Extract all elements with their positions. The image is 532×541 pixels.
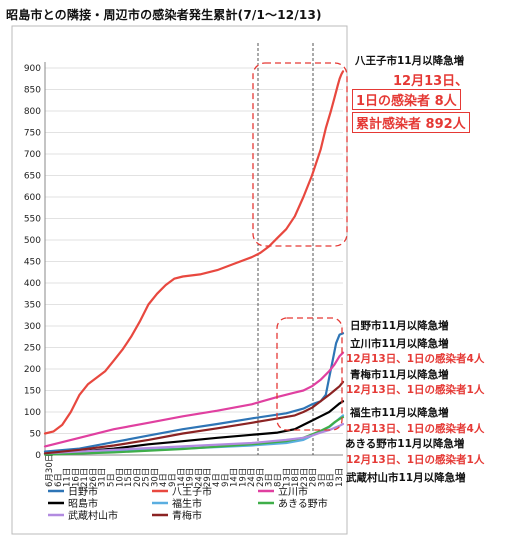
x-tick-label: 4日: [159, 473, 169, 487]
x-tick-label: 29日: [256, 468, 266, 487]
x-tick-label: 8日: [273, 473, 283, 487]
annotation-tachikawa-red: 12月13日、1日の感染者4人: [346, 353, 485, 365]
x-tick-label: 11日: [63, 468, 73, 487]
y-tick-label: 100: [24, 408, 41, 418]
x-tick-label: 9日: [221, 473, 231, 487]
legend-label-日野市: 日野市: [68, 485, 98, 498]
x-tick-label: 5日: [107, 473, 117, 487]
chart-title: 昭島市との隣接・周辺市の感染者発生累計(7/1〜12/13): [6, 8, 322, 22]
series-line-青梅市: [43, 380, 345, 455]
x-tick-label: 3日: [265, 473, 275, 487]
x-tick-label: 23日: [300, 468, 310, 487]
y-tick-label: 50: [30, 430, 42, 440]
x-tick-label: 25日: [142, 468, 152, 487]
annotation-tachikawa: 立川市11月以降急増: [350, 338, 449, 350]
x-tick-label: 10日: [115, 468, 125, 487]
annotation-musashimurayama: 武蔵村山市11月以降急増: [346, 472, 466, 484]
y-tick-label: 500: [24, 236, 41, 246]
x-tick-label: 28日: [309, 468, 319, 487]
annotation-akiruno: あきる野市11月以降急増: [345, 438, 465, 450]
x-tick-label: 29日: [203, 468, 213, 487]
y-tick-label: 0: [35, 451, 41, 461]
y-tick-label: 150: [24, 387, 41, 397]
series-line-昭島市: [43, 400, 345, 455]
annotation-ome-red: 12月13日、1日の感染者1人: [346, 384, 485, 396]
annotation-hachioji-4: 累計感染者 892人: [352, 112, 470, 133]
x-tick-label: 6月30日: [45, 454, 55, 487]
y-tick-label: 250: [24, 344, 41, 354]
annotation-fussa: 福生市11月以降急増: [350, 407, 449, 419]
y-tick-label: 850: [24, 86, 41, 96]
series-line-立川市: [43, 351, 345, 448]
x-tick-label: 6日: [54, 473, 64, 487]
series-line-武蔵村山市: [43, 422, 345, 455]
annotation-akiruno-red: 12月13日、1日の感染者1人: [346, 454, 485, 466]
x-tick-label: 13日: [335, 468, 345, 487]
highlight-box-hachioji: [252, 62, 348, 247]
y-tick-label: 300: [24, 322, 41, 332]
x-tick-label: 30日: [150, 468, 160, 487]
plot-frame: [11, 25, 348, 535]
y-tick-label: 900: [24, 64, 41, 74]
y-tick-label: 800: [24, 107, 41, 117]
annotation-fussa-red: 12月13日、1日の感染者4人: [346, 423, 485, 435]
x-tick-label: 4日: [212, 473, 222, 487]
annotation-hachioji-1: 八王子市11月以降急増: [355, 55, 465, 67]
x-tick-label: 8日: [326, 473, 336, 487]
annotation-hachioji-3: 1日の感染者 8人: [352, 89, 461, 110]
x-tick-label: 24日: [194, 468, 204, 487]
legend-label-青梅市: 青梅市: [172, 509, 202, 522]
x-tick-label: 14日: [230, 468, 240, 487]
legend-label-立川市: 立川市: [278, 485, 308, 498]
highlight-box-others: [276, 317, 343, 431]
annotation-hino: 日野市11月以降急増: [350, 320, 449, 332]
legend-label-武蔵村山市: 武蔵村山市: [68, 509, 118, 522]
y-tick-label: 450: [24, 258, 41, 268]
x-tick-label: 16日: [71, 468, 81, 487]
x-tick-label: 19日: [186, 468, 196, 487]
legend-label-八王子市: 八王子市: [172, 485, 212, 498]
series-line-日野市: [43, 332, 345, 453]
y-tick-label: 700: [24, 150, 41, 160]
x-tick-label: 15日: [124, 468, 134, 487]
x-tick-label: 13日: [282, 468, 292, 487]
y-tick-label: 600: [24, 193, 41, 203]
y-tick-label: 750: [24, 129, 41, 139]
y-tick-label: 350: [24, 301, 41, 311]
legend-label-福生市: 福生市: [172, 497, 202, 510]
x-tick-label: 31日: [98, 468, 108, 487]
x-tick-label: 26日: [89, 468, 99, 487]
y-tick-label: 200: [24, 365, 41, 375]
x-tick-label: 14日: [177, 468, 187, 487]
annotation-hachioji-2: 12月13日、: [393, 74, 469, 89]
x-tick-label: 24日: [247, 468, 257, 487]
series-line-八王子市: [43, 70, 345, 435]
legend-label-あきる野市: あきる野市: [278, 497, 328, 510]
x-tick-label: 19日: [238, 468, 248, 487]
y-tick-label: 650: [24, 172, 41, 182]
y-tick-label: 400: [24, 279, 41, 289]
x-tick-label: 20日: [133, 468, 143, 487]
x-tick-label: 3日: [317, 473, 327, 487]
x-tick-label: 9日: [168, 473, 178, 487]
legend-label-昭島市: 昭島市: [68, 497, 98, 510]
x-tick-label: 21日: [80, 468, 90, 487]
annotation-ome: 青梅市11月以降急増: [350, 369, 449, 381]
x-tick-label: 18日: [291, 468, 301, 487]
y-tick-label: 550: [24, 215, 41, 225]
